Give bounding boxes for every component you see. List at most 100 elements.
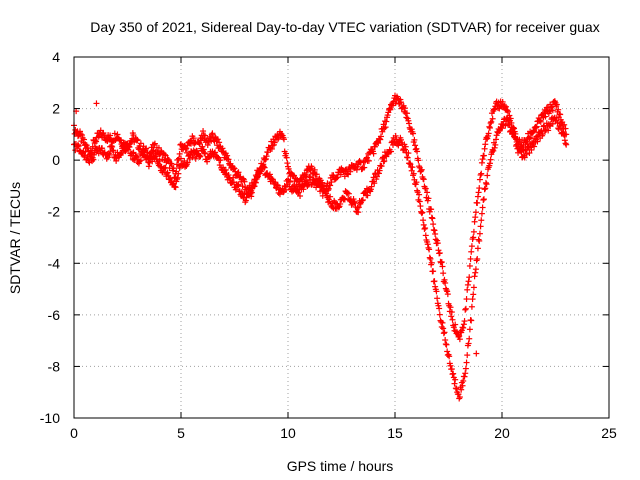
data-point (327, 182, 334, 189)
data-point (444, 348, 451, 355)
data-point (93, 138, 100, 145)
data-point (405, 117, 412, 124)
y-tick-label: 2 (52, 101, 60, 117)
data-point (561, 137, 568, 144)
data-point (562, 125, 569, 132)
y-tick-label: 0 (52, 152, 60, 168)
data-point (553, 101, 560, 108)
data-point (287, 178, 294, 185)
data-point (502, 122, 509, 129)
data-point (82, 148, 89, 155)
data-point (563, 141, 570, 148)
data-point (508, 124, 515, 131)
data-point (420, 176, 427, 183)
data-point (466, 274, 473, 281)
data-point (300, 186, 307, 193)
data-point (452, 321, 459, 328)
data-point (351, 198, 358, 205)
data-point (450, 324, 457, 331)
data-point (156, 157, 163, 164)
data-point (432, 230, 439, 237)
data-point (190, 135, 197, 142)
data-point (212, 149, 219, 156)
data-point (467, 255, 474, 262)
data-point (477, 171, 484, 178)
data-point (474, 245, 481, 252)
data-point (230, 174, 237, 181)
data-point (242, 197, 249, 204)
data-point (534, 138, 541, 145)
data-point (482, 185, 489, 192)
data-point (476, 176, 483, 183)
data-point (459, 382, 466, 389)
data-point (214, 136, 221, 143)
data-point (282, 150, 289, 157)
data-point (425, 195, 432, 202)
data-point (468, 317, 475, 324)
data-point (359, 196, 366, 203)
data-point (531, 127, 538, 134)
data-point (162, 152, 169, 159)
data-point (472, 214, 479, 221)
data-point (191, 140, 198, 147)
data-point (521, 154, 528, 161)
data-point (402, 143, 409, 150)
data-point (407, 161, 414, 168)
data-point (442, 337, 449, 344)
data-point (387, 106, 394, 113)
data-point (328, 179, 335, 186)
data-point (499, 98, 506, 105)
data-point (434, 295, 441, 302)
data-point (431, 278, 438, 285)
data-point (162, 164, 169, 171)
data-point (235, 182, 242, 189)
x-axis-label: GPS time / hours (287, 458, 394, 474)
data-point (404, 110, 411, 117)
data-point (204, 158, 211, 165)
data-point (133, 136, 140, 143)
data-point (468, 303, 475, 310)
data-point (499, 125, 505, 132)
data-point (477, 223, 484, 230)
data-point (207, 135, 214, 142)
data-point (398, 136, 405, 143)
data-point (417, 203, 424, 210)
data-point (377, 133, 384, 140)
data-point (465, 340, 472, 347)
data-point (549, 120, 556, 127)
data-point (382, 124, 389, 131)
data-point (77, 131, 84, 138)
data-point (413, 145, 420, 152)
data-point (387, 148, 394, 155)
data-point (540, 123, 547, 130)
data-point (200, 128, 207, 135)
data-point (303, 172, 310, 179)
data-point (202, 132, 209, 139)
data-point (503, 103, 510, 110)
data-point (365, 157, 372, 164)
data-point (122, 148, 129, 155)
data-point (149, 148, 156, 155)
data-point (414, 148, 421, 155)
data-point (466, 262, 473, 269)
data-point (106, 151, 113, 158)
y-tick-label: 4 (52, 49, 60, 65)
data-point (366, 187, 373, 194)
data-point (465, 278, 472, 285)
data-point (310, 176, 317, 183)
data-point (487, 156, 494, 163)
data-point (274, 136, 281, 143)
data-point (318, 184, 325, 191)
data-point (268, 145, 275, 152)
data-point (474, 255, 481, 262)
data-point (129, 150, 136, 157)
data-point (392, 132, 399, 139)
data-point (379, 128, 386, 135)
data-point (483, 181, 490, 188)
data-point (295, 189, 302, 196)
data-point (505, 108, 512, 115)
data-point (380, 158, 387, 165)
data-point (375, 140, 382, 147)
data-point (492, 141, 499, 148)
